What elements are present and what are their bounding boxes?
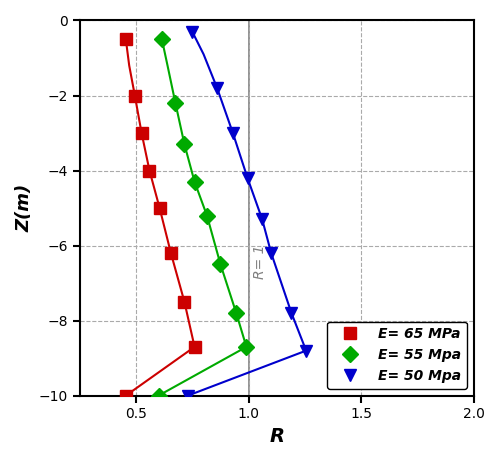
- Line: E= 50 Mpa: E= 50 Mpa: [182, 26, 312, 401]
- E= 65 MPa: [123, 393, 129, 398]
- E= 65 MPa: [182, 299, 188, 305]
- E= 50 Mpa: [190, 29, 196, 35]
- E= 65 MPa: [123, 36, 129, 42]
- E= 65 MPa: [146, 168, 152, 173]
- E= 50 Mpa: [214, 85, 220, 91]
- E= 55 Mpa: [182, 142, 188, 147]
- E= 50 Mpa: [244, 175, 250, 181]
- E= 55 Mpa: [234, 310, 239, 316]
- Text: R= 1: R= 1: [253, 244, 267, 278]
- Line: E= 55 Mpa: E= 55 Mpa: [153, 34, 252, 401]
- E= 65 MPa: [132, 93, 138, 98]
- E= 65 MPa: [168, 250, 174, 256]
- E= 55 Mpa: [218, 261, 224, 267]
- E= 55 Mpa: [159, 36, 165, 42]
- E= 65 MPa: [192, 344, 198, 349]
- X-axis label: R: R: [270, 427, 284, 446]
- E= 50 Mpa: [303, 348, 309, 354]
- E= 50 Mpa: [288, 310, 294, 316]
- E= 55 Mpa: [156, 393, 162, 398]
- Line: E= 65 MPa: E= 65 MPa: [120, 34, 200, 401]
- E= 50 Mpa: [259, 217, 265, 222]
- Legend: E= 65 MPa, E= 55 Mpa, E= 50 Mpa: E= 65 MPa, E= 55 Mpa, E= 50 Mpa: [327, 322, 467, 389]
- E= 50 Mpa: [230, 130, 236, 136]
- E= 65 MPa: [138, 130, 144, 136]
- E= 55 Mpa: [204, 213, 210, 219]
- E= 55 Mpa: [244, 344, 250, 349]
- E= 65 MPa: [156, 205, 162, 211]
- E= 50 Mpa: [268, 250, 274, 256]
- Y-axis label: Z(m): Z(m): [15, 184, 33, 232]
- E= 55 Mpa: [192, 179, 198, 184]
- E= 55 Mpa: [172, 100, 178, 106]
- E= 50 Mpa: [185, 393, 191, 398]
